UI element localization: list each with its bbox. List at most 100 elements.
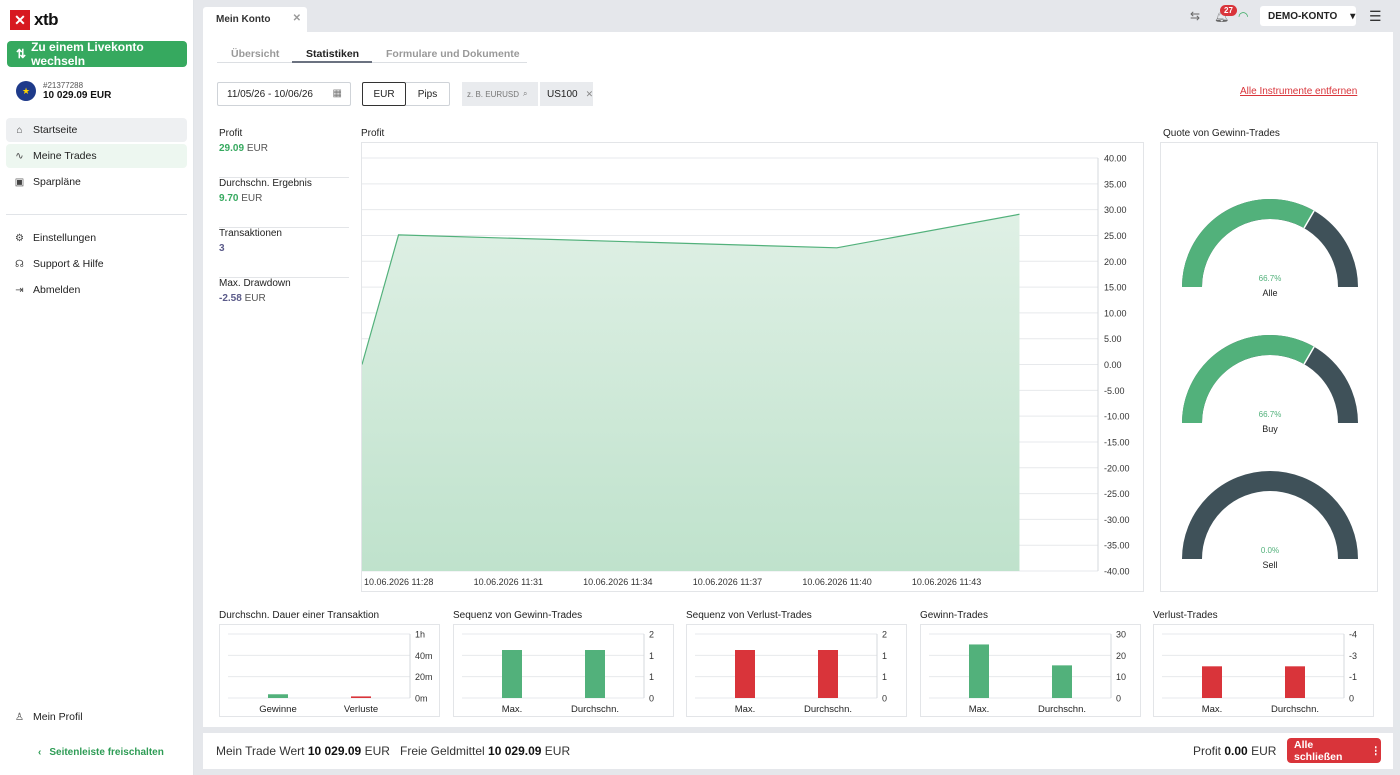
stat-max-drawdown: Max. Drawdown -2.58 EUR (219, 278, 349, 328)
more-vertical-icon[interactable]: ⋮ (1370, 744, 1382, 757)
win-trades-svg: 30 20 10 0 Max. Durchschn. (929, 630, 1126, 715)
logout-icon: ⇥ (15, 284, 24, 296)
free-funds-group: Freie Geldmittel 10 029.09 EUR (400, 744, 570, 758)
tab-my-account[interactable]: Mein Konto ✕ (203, 7, 307, 32)
gauge-percent: 0.0% (1261, 546, 1279, 555)
stat-value: -2.58 (219, 293, 242, 304)
sidebar-item-home[interactable]: ⌂ Startseite (6, 118, 187, 142)
avg-duration-title: Durchschn. Dauer einer Transaktion (219, 610, 380, 621)
sidebar-item-savings[interactable]: ▣ Sparpläne (6, 170, 187, 194)
loss-sequence-svg: 2 1 1 0 Max. Durchschn. (695, 630, 887, 715)
y-tick-label: 0 (1349, 694, 1354, 704)
x-category-label: Max. (735, 704, 756, 715)
tab-documents[interactable]: Formulare und Dokumente (386, 48, 520, 60)
bar (351, 696, 371, 698)
sidebar-item-profile[interactable]: ♙ Mein Profil (6, 705, 187, 729)
hamburger-menu-icon[interactable]: ☰ (1369, 8, 1382, 24)
y-tick-label: 5.00 (1104, 334, 1122, 344)
stat-unit: EUR (241, 193, 263, 204)
y-tick-label: 20m (415, 672, 433, 682)
x-category-label: Durchschn. (571, 704, 619, 715)
win-sequence-svg: 2 1 1 0 Max. Durchschn. (462, 630, 654, 715)
y-tick-label: -3 (1349, 651, 1357, 661)
y-tick-label: 40.00 (1104, 154, 1127, 164)
win-rate-gauges-svg: 66.7% Alle 66.7% Buy 0.0% Sell (1182, 199, 1358, 570)
loss-trades-title: Verlust-Trades (1153, 610, 1218, 621)
stat-avg-result: Durchschn. Ergebnis 9.70 EUR (219, 178, 349, 228)
instrument-search-input[interactable]: z. B. EURUSD ⌕ (462, 82, 538, 106)
gauge-label: Buy (1262, 424, 1278, 434)
savings-icon: ▣ (14, 176, 25, 188)
free-funds-label: Freie Geldmittel (400, 744, 485, 758)
search-placeholder: z. B. EURUSD (467, 89, 520, 99)
bar (1202, 666, 1222, 698)
unit-eur-button[interactable]: EUR (362, 82, 406, 106)
tab-overview[interactable]: Übersicht (231, 48, 280, 60)
sidebar-item-my-trades[interactable]: ∿ Meine Trades (6, 144, 187, 168)
x-category-label: Max. (969, 704, 990, 715)
sidebar-item-label: Meine Trades (33, 150, 97, 162)
profit-label: Profit (1193, 744, 1222, 758)
close-icon[interactable]: ✕ (292, 13, 301, 24)
close-all-button[interactable]: Alle schließen ⋮ (1287, 738, 1381, 763)
avg-duration-chart: 1h 40m 20m 0m Gewinne Verluste (219, 624, 440, 717)
stat-unit: EUR (244, 293, 266, 304)
tab-label: Mein Konto (216, 14, 271, 25)
account-mode-dropdown[interactable]: DEMO-KONTO ▾ (1260, 6, 1356, 26)
instrument-tag: US100 ✕ (540, 82, 593, 106)
y-tick-label: -30.00 (1104, 515, 1130, 525)
live-button-label: Zu einem Livekonto wechseln (31, 40, 144, 68)
wifi-icon: ◠ (1238, 9, 1249, 23)
tab-statistics[interactable]: Statistiken (306, 48, 360, 60)
y-tick-label: -4 (1349, 630, 1357, 640)
account-info[interactable]: ★ #21377288 10 029.09 EUR (16, 81, 111, 101)
sidebar-item-label: Abmelden (33, 284, 81, 296)
y-tick-label: 0 (1116, 694, 1121, 704)
loss-sequence-chart: 2 1 1 0 Max. Durchschn. (686, 624, 907, 717)
logo-text: xtb (34, 10, 59, 29)
unlock-sidebar-link[interactable]: ‹ Seitenleiste freischalten (38, 747, 164, 758)
win-sequence-chart: 2 1 1 0 Max. Durchschn. (453, 624, 674, 717)
xtb-logo[interactable]: ✕ xtb (10, 10, 59, 30)
sidebar-item-label: Sparpläne (33, 176, 81, 188)
notification-badge: 27 (1220, 5, 1237, 16)
remove-all-instruments-link[interactable]: Alle Instrumente entfernen (1240, 86, 1358, 97)
sidebar-item-logout[interactable]: ⇥ Abmelden (6, 278, 187, 302)
win-rate-panel: 66.7% Alle 66.7% Buy 0.0% Sell (1160, 142, 1378, 592)
top-bar: Mein Konto ✕ (194, 0, 1400, 32)
gauge-divider (1303, 210, 1315, 229)
network-icon[interactable]: ⇆ (1190, 9, 1201, 23)
x-category-label: Gewinne (259, 704, 297, 715)
stat-transactions: Transaktionen 3 (219, 228, 349, 278)
bar (969, 644, 989, 698)
bar (1285, 666, 1305, 698)
sidebar-item-support[interactable]: ☊ Support & Hilfe (6, 252, 187, 276)
profit-line (361, 213, 1020, 365)
main-panel: Übersicht Statistiken Formulare und Doku… (203, 32, 1393, 727)
switch-live-account-button[interactable]: ⇅ Zu einem Livekonto wechseln (7, 40, 187, 68)
y-tick-label: 20 (1116, 651, 1126, 661)
sidebar-item-settings[interactable]: ⚙ Einstellungen (6, 226, 187, 250)
stat-label: Durchschn. Ergebnis (219, 178, 312, 189)
date-range-picker[interactable]: 11/05/26 - 10/06/26 ▦ (217, 82, 351, 106)
win-trades-title: Gewinn-Trades (920, 610, 988, 621)
y-tick-label: 10 (1116, 672, 1126, 682)
y-tick-label: -1 (1349, 672, 1357, 682)
loss-trades-chart: -4 -3 -1 0 Max. Durchschn. (1153, 624, 1374, 717)
trade-value: 10 029.09 (307, 744, 362, 758)
x-tick-label: 10.06.2026 11:37 (693, 577, 762, 587)
y-tick-label: 30 (1116, 630, 1126, 640)
bar (585, 650, 605, 698)
unlock-label: Seitenleiste freischalten (49, 747, 164, 758)
unit-pips-button[interactable]: Pips (406, 82, 450, 106)
home-icon: ⌂ (16, 124, 23, 136)
gauge-percent: 66.7% (1259, 410, 1282, 419)
x-tick-label: 10.06.2026 11:40 (802, 577, 871, 587)
stat-label: Max. Drawdown (219, 278, 291, 289)
account-id: #21377288 (43, 81, 84, 90)
gauge-label: Sell (1262, 560, 1277, 570)
y-tick-label: 20.00 (1104, 257, 1127, 267)
remove-tag-icon[interactable]: ✕ (585, 88, 594, 99)
account-balance: 10 029.09 EUR (43, 90, 112, 101)
chevron-left-icon: ‹ (38, 747, 42, 758)
